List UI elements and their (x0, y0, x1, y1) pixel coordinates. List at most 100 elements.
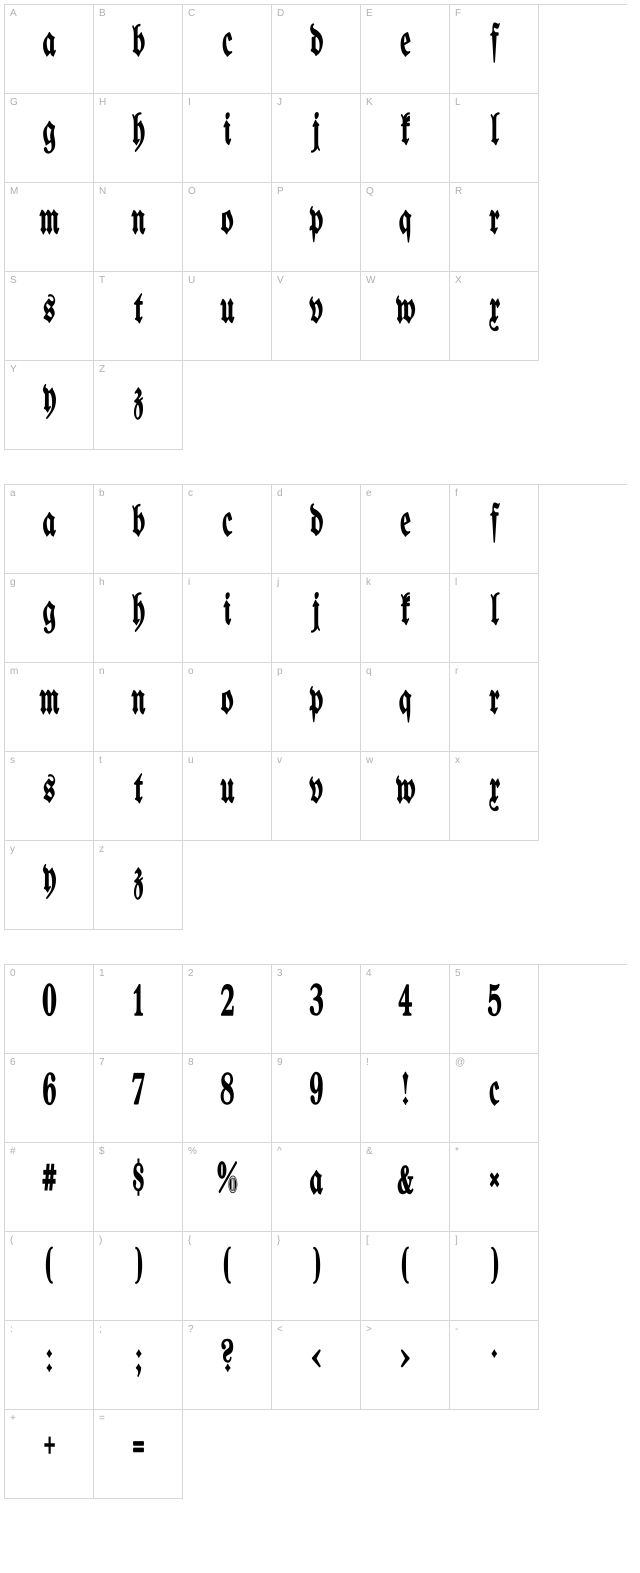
char-glyph: ‹ (279, 1337, 354, 1381)
char-cell: qq (361, 663, 450, 752)
char-label: D (277, 8, 284, 19)
char-cell: Ll (450, 94, 539, 183)
char-glyph: x (457, 288, 532, 332)
char-cell: ll (450, 574, 539, 663)
char-cell: 66 (5, 1054, 94, 1143)
char-glyph: o (190, 679, 265, 723)
char-glyph: › (368, 1337, 443, 1381)
char-cell: (( (5, 1232, 94, 1321)
char-label: I (188, 97, 191, 108)
char-glyph: 6 (12, 1070, 87, 1114)
char-cell: nn (94, 663, 183, 752)
charmap-section-lowercase: aabbccddeeffgghhiijjkkllmmnnooppqqrrsstt… (4, 484, 640, 930)
char-label: d (277, 488, 283, 499)
char-label: v (277, 755, 282, 766)
char-label: ( (10, 1235, 13, 1246)
char-glyph: m (12, 199, 87, 243)
char-label: G (10, 97, 18, 108)
char-glyph: ; (101, 1337, 176, 1381)
char-label: N (99, 186, 106, 197)
char-cell: %% (183, 1143, 272, 1232)
char-label: $ (99, 1146, 105, 1157)
char-glyph: ! (368, 1070, 443, 1114)
char-label: R (455, 186, 462, 197)
char-label: + (10, 1413, 16, 1424)
char-glyph: ( (368, 1248, 443, 1292)
char-glyph: · (457, 1337, 532, 1381)
char-label: O (188, 186, 196, 197)
char-cell: vv (272, 752, 361, 841)
char-cell: 44 (361, 965, 450, 1054)
char-cell: Zz (94, 361, 183, 450)
char-label: 8 (188, 1057, 194, 1068)
char-label: < (277, 1324, 283, 1335)
char-cell: Nn (94, 183, 183, 272)
char-cell: ee (361, 485, 450, 574)
char-label: W (366, 275, 375, 286)
char-label: 5 (455, 968, 461, 979)
char-cell: Hh (94, 94, 183, 183)
char-glyph: g (12, 110, 87, 154)
char-label: 7 (99, 1057, 105, 1068)
char-label: i (188, 577, 190, 588)
char-cell: -· (450, 1321, 539, 1410)
char-glyph: k (368, 590, 443, 634)
char-cell: Bb (94, 5, 183, 94)
char-cell: )) (94, 1232, 183, 1321)
char-glyph: 0 (12, 981, 87, 1025)
char-glyph: c (457, 1070, 532, 1114)
char-glyph: z (101, 857, 176, 901)
char-label: K (366, 97, 373, 108)
char-glyph: p (279, 199, 354, 243)
char-glyph: t (101, 288, 176, 332)
char-cell: Vv (272, 272, 361, 361)
char-cell: zz (94, 841, 183, 930)
char-cell: xx (450, 752, 539, 841)
char-cell: Aa (5, 5, 94, 94)
char-cell: ww (361, 752, 450, 841)
char-cell: aa (5, 485, 94, 574)
char-cell: Qq (361, 183, 450, 272)
char-cell: ]) (450, 1232, 539, 1321)
char-label: u (188, 755, 194, 766)
char-glyph: & (368, 1159, 443, 1203)
char-cell: 55 (450, 965, 539, 1054)
char-cell: {( (183, 1232, 272, 1321)
char-glyph: 4 (368, 981, 443, 1025)
char-glyph: v (279, 768, 354, 812)
char-glyph: m (12, 679, 87, 723)
char-label: r (455, 666, 458, 677)
char-label: @ (455, 1057, 465, 1068)
char-glyph: c (190, 501, 265, 545)
char-glyph: i (190, 110, 265, 154)
char-glyph: f (457, 501, 532, 545)
charmap-section-uppercase: AaBbCcDdEeFfGgHhIiJjKkLlMmNnOoPpQqRrSsTt… (4, 4, 640, 450)
char-label: Z (99, 364, 105, 375)
char-glyph: × (457, 1159, 532, 1203)
char-label: { (188, 1235, 191, 1246)
char-cell: [( (361, 1232, 450, 1321)
char-glyph: v (279, 288, 354, 332)
char-cell: dd (272, 485, 361, 574)
char-label: g (10, 577, 16, 588)
char-label: - (455, 1324, 458, 1335)
char-label: y (10, 844, 15, 855)
char-cell: mm (5, 663, 94, 752)
char-glyph: o (190, 199, 265, 243)
char-glyph: q (368, 679, 443, 723)
char-glyph: j (279, 110, 354, 154)
char-label: : (10, 1324, 13, 1335)
char-cell: == (94, 1410, 183, 1499)
char-glyph: # (12, 1159, 87, 1203)
char-cell: ++ (5, 1410, 94, 1499)
char-label: 9 (277, 1057, 283, 1068)
char-glyph: ) (101, 1248, 176, 1292)
char-label: [ (366, 1235, 369, 1246)
char-label: & (366, 1146, 373, 1157)
char-label: k (366, 577, 371, 588)
char-label: 4 (366, 968, 372, 979)
char-label: F (455, 8, 461, 19)
char-glyph: : (12, 1337, 87, 1381)
char-label: M (10, 186, 18, 197)
char-cell: *× (450, 1143, 539, 1232)
